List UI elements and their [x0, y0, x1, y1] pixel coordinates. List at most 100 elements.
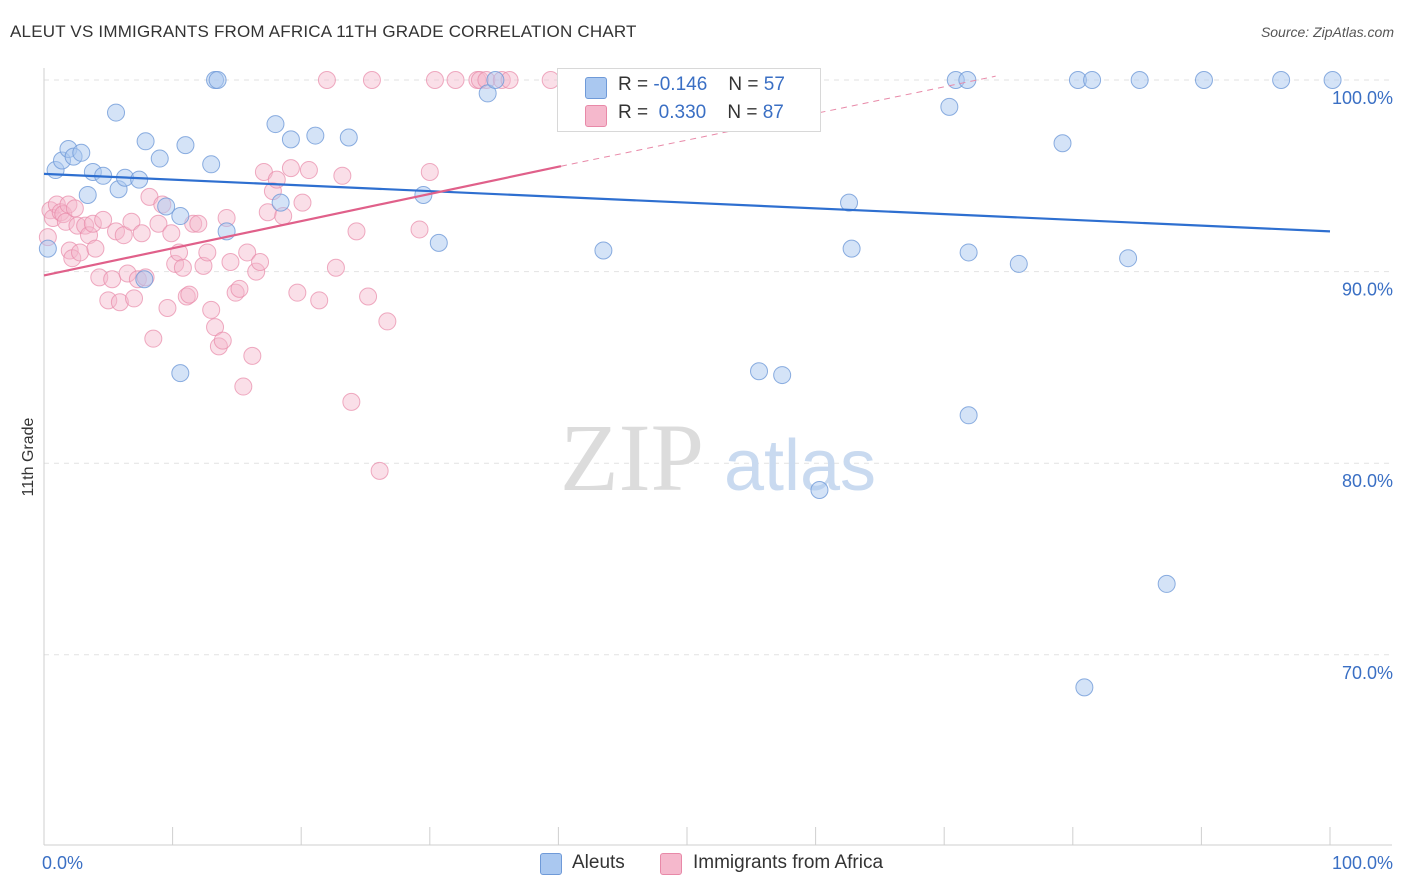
data-point-africa	[158, 299, 177, 318]
data-point-africa	[362, 71, 381, 89]
data-point-aleuts	[339, 128, 358, 147]
n-label: N =	[727, 102, 758, 123]
data-point-aleuts	[130, 170, 149, 189]
tick-labels: 100.0% 90.0% 80.0% 70.0% 0.0% 100.0%	[42, 88, 1393, 873]
data-point-aleuts	[72, 143, 91, 162]
data-point-aleuts	[1323, 71, 1342, 89]
data-point-africa	[251, 253, 270, 272]
data-point-africa	[177, 287, 196, 306]
data-point-aleuts	[78, 185, 97, 204]
data-point-aleuts	[810, 481, 829, 500]
trend-line-aleuts	[43, 172, 1331, 233]
data-point-africa	[162, 224, 181, 243]
data-point-aleuts	[842, 239, 861, 258]
data-point-africa	[299, 161, 318, 180]
data-point-africa	[247, 262, 266, 281]
r-value-africa: 0.330	[658, 102, 707, 123]
n-label: N =	[728, 74, 759, 95]
data-point-africa	[122, 212, 141, 231]
data-point-africa	[234, 377, 253, 396]
data-point-africa	[342, 392, 361, 411]
data-point-africa	[110, 293, 129, 312]
data-point-africa	[243, 346, 262, 365]
data-point-aleuts	[1157, 574, 1176, 593]
data-point-aleuts	[271, 193, 290, 212]
data-point-africa	[213, 331, 232, 350]
data-point-africa	[173, 258, 192, 277]
bottom-legend-swatch-aleuts	[540, 853, 562, 875]
data-point-aleuts	[38, 239, 57, 258]
data-point-aleuts	[306, 126, 325, 145]
data-point-africa	[189, 214, 208, 233]
data-point-aleuts	[266, 115, 285, 134]
watermark-atlas: atlas	[724, 426, 876, 506]
data-point-africa	[118, 264, 137, 283]
data-point-africa	[86, 239, 105, 258]
data-point-africa	[76, 216, 95, 235]
data-point-africa	[258, 203, 277, 222]
data-point-africa	[194, 256, 213, 275]
bottom-legend-africa: Immigrants from Africa	[693, 852, 884, 873]
bottom-legend-aleuts: Aleuts	[572, 852, 625, 873]
data-point-africa	[144, 329, 163, 348]
r-label: R =	[618, 102, 649, 123]
y-tick-label: 100.0%	[1332, 88, 1393, 108]
data-point-aleuts	[1009, 254, 1028, 273]
data-point-aleuts	[1083, 71, 1102, 89]
data-point-africa	[288, 283, 307, 302]
data-point-aleuts	[107, 103, 126, 122]
series-immigrants-from-africa	[38, 71, 560, 480]
data-point-africa	[149, 214, 168, 233]
data-point-aleuts	[150, 149, 169, 168]
data-point-africa	[238, 243, 257, 262]
data-point-africa	[180, 285, 199, 304]
data-point-africa	[206, 318, 225, 337]
data-point-aleuts	[171, 207, 190, 226]
data-point-aleuts	[136, 132, 155, 151]
data-point-aleuts	[1272, 71, 1291, 89]
data-point-africa	[420, 162, 439, 181]
data-point-africa	[132, 224, 151, 243]
data-point-africa	[347, 222, 366, 241]
data-point-africa	[310, 291, 329, 310]
data-point-aleuts	[281, 130, 300, 149]
y-tick-label: 90.0%	[1342, 280, 1393, 300]
data-point-aleuts	[773, 366, 792, 385]
data-point-aleuts	[594, 241, 613, 260]
watermark: ZIP atlas	[560, 404, 876, 511]
data-point-aleuts	[750, 362, 769, 381]
data-point-africa	[230, 279, 249, 298]
data-point-africa	[114, 226, 133, 245]
n-value-aleuts: 57	[763, 74, 785, 95]
gridlines	[44, 79, 1392, 656]
data-point-aleuts	[157, 197, 176, 216]
data-point-africa	[317, 71, 336, 89]
data-point-aleuts	[135, 270, 154, 289]
series-aleuts	[38, 71, 1342, 697]
legend-swatch-blue	[585, 77, 607, 99]
data-point-aleuts	[1130, 71, 1149, 89]
y-tick-label: 80.0%	[1342, 471, 1393, 491]
correlation-legend: R = -0.146 N = 57 R = 0.330 N = 87	[557, 68, 821, 132]
data-point-aleuts	[840, 193, 859, 212]
data-point-africa	[293, 193, 312, 212]
data-point-aleuts	[1075, 678, 1094, 697]
source-label: Source: ZipAtlas.com	[1260, 24, 1394, 40]
chart-title: ALEUT VS IMMIGRANTS FROM AFRICA 11TH GRA…	[10, 22, 637, 41]
bottom-legend-swatch-africa	[660, 853, 682, 875]
trend-line-africa	[43, 165, 562, 277]
data-point-aleuts	[959, 406, 978, 425]
data-point-africa	[221, 253, 240, 272]
data-point-africa	[103, 270, 122, 289]
data-point-aleuts	[176, 136, 195, 155]
data-point-aleuts	[1053, 134, 1072, 153]
r-value-aleuts: -0.146	[653, 74, 708, 95]
data-point-africa	[56, 212, 75, 231]
data-point-africa	[125, 289, 144, 308]
data-point-aleuts	[1194, 71, 1213, 89]
data-point-africa	[51, 203, 70, 222]
x-tick-label: 100.0%	[1332, 853, 1393, 873]
data-point-africa	[83, 214, 102, 233]
data-point-africa	[326, 258, 345, 277]
